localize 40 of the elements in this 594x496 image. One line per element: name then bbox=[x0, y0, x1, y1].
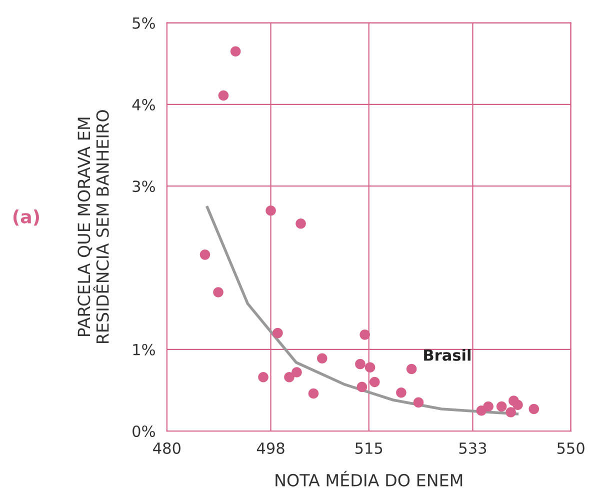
point bbox=[284, 372, 294, 382]
point bbox=[512, 400, 523, 410]
point bbox=[406, 364, 417, 374]
point bbox=[213, 287, 224, 298]
point bbox=[230, 46, 241, 57]
x-tick-label: 550 bbox=[557, 442, 584, 454]
line-series bbox=[206, 206, 519, 416]
point bbox=[308, 388, 319, 399]
y-tick-label: 3% bbox=[132, 180, 155, 192]
point bbox=[272, 328, 283, 338]
point bbox=[355, 358, 366, 370]
annotation: Brasil bbox=[424, 349, 470, 361]
x-tick-label: 480 bbox=[153, 442, 180, 454]
x-tick-label: 533 bbox=[459, 442, 486, 454]
point bbox=[528, 404, 540, 414]
point bbox=[496, 401, 507, 412]
point bbox=[364, 362, 376, 372]
point bbox=[413, 397, 424, 408]
text: (a) bbox=[13, 210, 40, 226]
point bbox=[258, 372, 268, 382]
y-tick-label: 0% bbox=[132, 425, 155, 438]
point bbox=[506, 407, 516, 418]
point bbox=[369, 376, 380, 388]
point bbox=[316, 353, 328, 364]
y-tick-label: 4% bbox=[132, 98, 155, 110]
y-axis-title: PARCELA QUE MORAVA EM RESIDÊNCIA SEM BANHEIRO bbox=[78, 110, 109, 344]
point bbox=[360, 330, 370, 340]
point bbox=[266, 205, 276, 216]
point bbox=[200, 250, 210, 260]
point bbox=[218, 90, 229, 101]
y-tick-label: 1% bbox=[133, 344, 155, 356]
point bbox=[292, 367, 302, 378]
point bbox=[296, 218, 306, 229]
x-tick-label: 515 bbox=[355, 442, 382, 454]
point bbox=[356, 382, 368, 392]
x-tick-label: 498 bbox=[256, 442, 284, 454]
point bbox=[396, 388, 406, 398]
x-axis-title: NOTA MÉDIA DO ENEM bbox=[276, 470, 462, 486]
point bbox=[483, 401, 494, 412]
y-tick-label: 5% bbox=[132, 17, 155, 29]
